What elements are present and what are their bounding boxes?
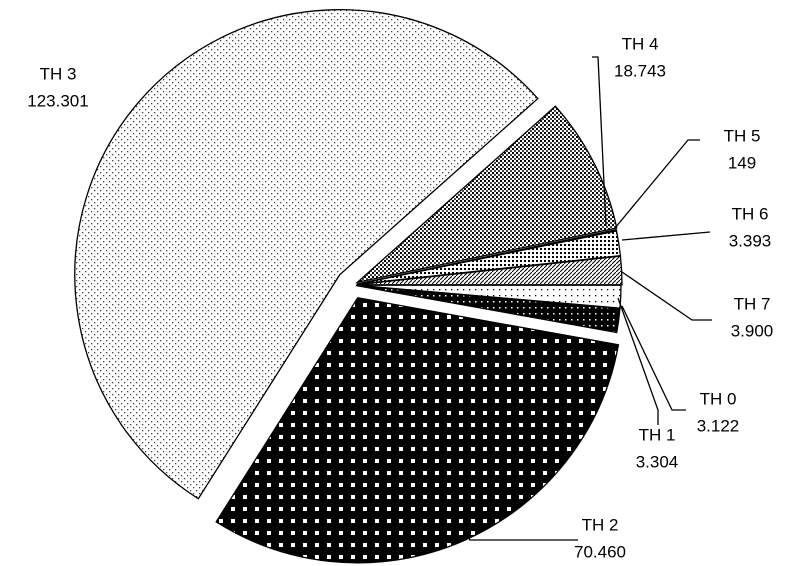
leader-line xyxy=(614,139,700,229)
pie-slice xyxy=(355,284,621,334)
slice-label: TH 7 xyxy=(734,294,771,313)
slice-label: TH 3 xyxy=(40,64,77,83)
leader-line xyxy=(621,231,711,241)
slice-label: TH 1 xyxy=(639,425,676,444)
slice-label: TH 0 xyxy=(700,389,737,408)
slice-value: 3.304 xyxy=(636,452,679,471)
leader-line xyxy=(461,527,578,541)
pie-slice xyxy=(356,255,623,286)
slice-value: 3.900 xyxy=(731,321,774,340)
slice-label: TH 6 xyxy=(732,204,769,223)
slice-label: TH 2 xyxy=(582,515,619,534)
leader-line xyxy=(621,271,712,321)
slice-value: 123.301 xyxy=(27,91,88,110)
slice-value: 149 xyxy=(728,153,756,172)
leader-line xyxy=(592,56,607,227)
pie-slice xyxy=(74,9,539,500)
leader-line xyxy=(617,297,659,425)
slice-label: TH 5 xyxy=(724,126,761,145)
pie-slice xyxy=(355,105,618,284)
slice-value: 3.122 xyxy=(697,416,740,435)
slice-value: 18.743 xyxy=(614,61,666,80)
slice-label: TH 4 xyxy=(622,34,659,53)
slice-value: 3.393 xyxy=(729,231,772,250)
leader-line xyxy=(621,305,686,411)
pie-slice xyxy=(215,297,620,564)
slice-value: 70.460 xyxy=(574,542,626,561)
